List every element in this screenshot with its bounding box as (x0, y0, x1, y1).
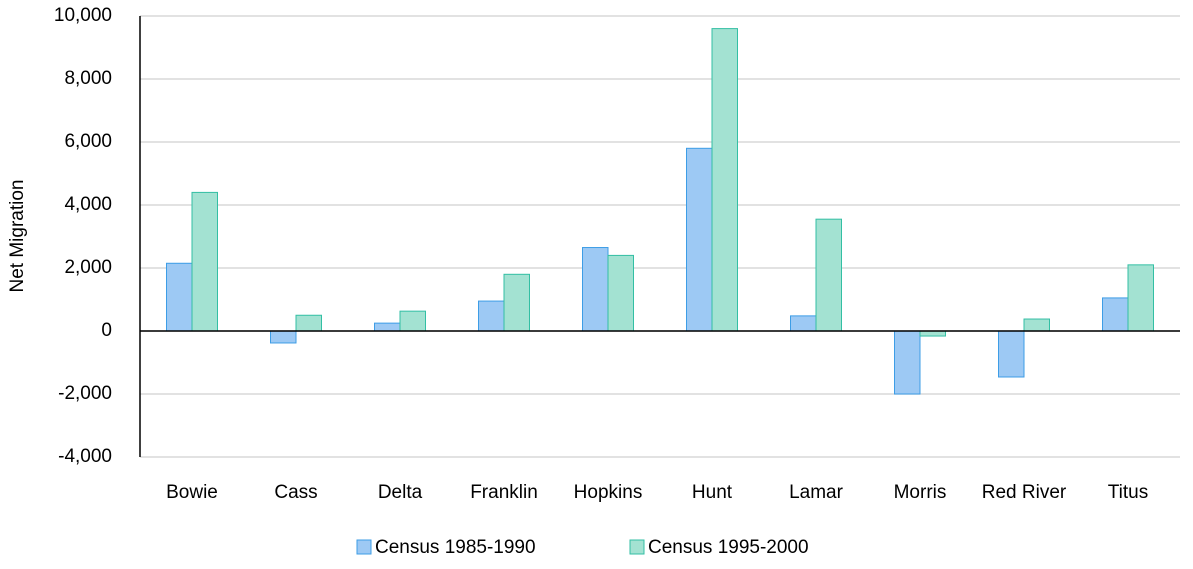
x-tick-label: Lamar (789, 482, 844, 503)
bar (295, 314, 322, 332)
bar (790, 315, 817, 332)
y-axis-title: Net Migration (7, 180, 28, 293)
bar (815, 218, 842, 332)
x-tick-label: Franklin (470, 482, 538, 503)
bar (503, 273, 530, 332)
bar (998, 330, 1025, 378)
x-tick-label: Hopkins (574, 482, 643, 503)
bar (191, 191, 218, 332)
bar (399, 310, 426, 332)
x-tick-label: Morris (894, 482, 947, 503)
bar (1023, 318, 1050, 332)
legend-swatch (356, 539, 372, 555)
x-tick-label: Hunt (692, 482, 733, 503)
bar (607, 254, 634, 332)
x-tick-label: Delta (378, 482, 423, 503)
bar (1102, 297, 1129, 332)
y-tick-label: 2,000 (64, 257, 112, 278)
legend-swatch (629, 539, 645, 555)
y-tick-label: 0 (101, 320, 112, 341)
legend-label: Census 1985-1990 (375, 537, 536, 558)
y-tick-label: -4,000 (58, 446, 112, 467)
bar (478, 300, 505, 332)
y-tick-label: 6,000 (64, 131, 112, 152)
bar (166, 262, 193, 332)
y-tick-label: 10,000 (54, 5, 112, 26)
bar (894, 330, 921, 395)
bar (374, 322, 401, 332)
x-tick-label: Bowie (166, 482, 218, 503)
x-tick-label: Cass (274, 482, 317, 503)
bar (1127, 264, 1154, 332)
bar (919, 330, 946, 337)
bar (582, 247, 609, 332)
bar (686, 147, 713, 332)
bar (270, 330, 297, 344)
y-tick-label: 4,000 (64, 194, 112, 215)
x-tick-label: Titus (1108, 482, 1148, 503)
legend-label: Census 1995-2000 (648, 537, 809, 558)
x-tick-label: Red River (982, 482, 1067, 503)
bar (711, 28, 738, 332)
y-tick-label: -2,000 (58, 383, 112, 404)
y-tick-label: 8,000 (64, 68, 112, 89)
